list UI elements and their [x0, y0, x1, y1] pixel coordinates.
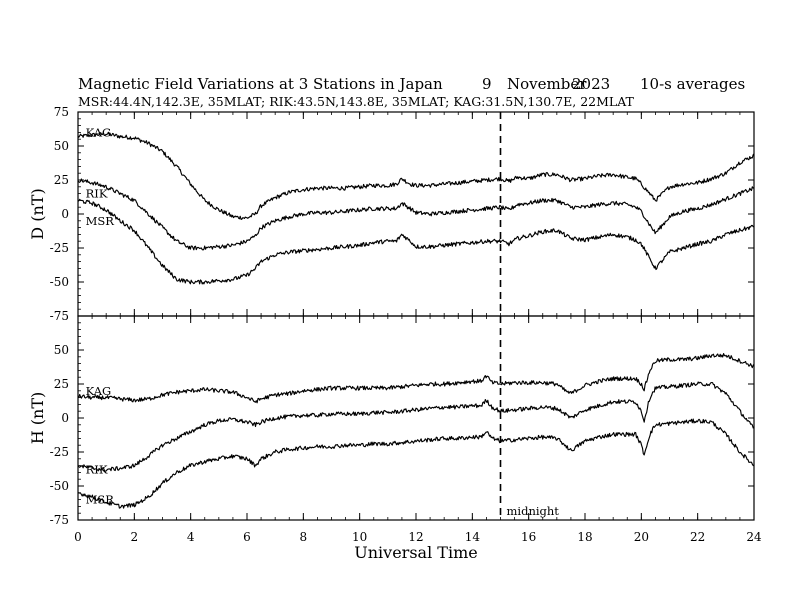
xtick-label: 0: [74, 530, 82, 544]
h-axis-label: H (nT): [28, 392, 47, 445]
stations-info: MSR:44.4N,142.3E, 35MLAT; RIK:43.5N,143.…: [78, 94, 635, 109]
d-ytick-label: 75: [54, 105, 69, 119]
station-traces: KAG RIK MSR KAG RIK MSR: [77, 125, 755, 509]
xtick-label: 8: [300, 530, 308, 544]
d-station-label-msr: MSR: [86, 214, 115, 228]
xtick-label: 10: [352, 530, 367, 544]
h-station-label-kag: KAG: [86, 384, 112, 398]
d-ytick-label: -50: [50, 275, 69, 289]
d-trace-rik: [77, 178, 755, 251]
h-station-label-rik: RIK: [86, 463, 108, 477]
d-ytick-label: 25: [54, 173, 69, 187]
xtick-label: 16: [521, 530, 536, 544]
midnight-marker: midnight: [499, 112, 560, 520]
xtick-label: 4: [187, 530, 195, 544]
d-station-label-rik: RIK: [86, 187, 108, 201]
h-trace-rik: [77, 381, 755, 472]
h-ytick-label: -50: [50, 479, 69, 493]
d-trace-kag: [77, 131, 755, 220]
h-panel-frame: [77, 315, 755, 521]
chart-date-year: 2023: [572, 75, 610, 93]
h-station-label-msr: MSR: [86, 493, 115, 507]
xtick-label: 22: [690, 530, 705, 544]
d-ytick-label: -75: [50, 309, 69, 323]
xtick-label: 24: [746, 530, 762, 544]
xtick-label: 6: [243, 530, 251, 544]
chart-averaging: 10-s averages: [640, 75, 745, 93]
h-ytick-label: 25: [54, 377, 69, 391]
h-trace-kag: [78, 353, 755, 404]
chart-date-month: November: [507, 75, 587, 93]
d-station-label-kag: KAG: [86, 125, 112, 139]
d-axis-label: D (nT): [28, 188, 47, 239]
h-trace-msr: [77, 418, 755, 509]
d-trace-msr: [77, 198, 755, 285]
d-ytick-label: -25: [50, 241, 69, 255]
chart-date-day: 9: [482, 75, 492, 93]
h-ytick-label: 0: [61, 411, 69, 425]
midnight-label: midnight: [507, 504, 560, 518]
x-axis-label: Universal Time: [354, 543, 477, 562]
xtick-label: 20: [634, 530, 649, 544]
d-ytick-label: 0: [61, 207, 69, 221]
chart-title: Magnetic Field Variations at 3 Stations …: [78, 75, 443, 93]
xtick-label: 14: [465, 530, 481, 544]
h-ytick-label: -25: [50, 445, 69, 459]
d-ytick-label: 50: [54, 139, 69, 153]
xtick-label: 12: [408, 530, 423, 544]
xtick-label: 2: [131, 530, 139, 544]
h-ytick-label: -75: [50, 513, 69, 527]
h-ytick-label: 50: [54, 343, 69, 357]
xtick-label: 18: [577, 530, 592, 544]
